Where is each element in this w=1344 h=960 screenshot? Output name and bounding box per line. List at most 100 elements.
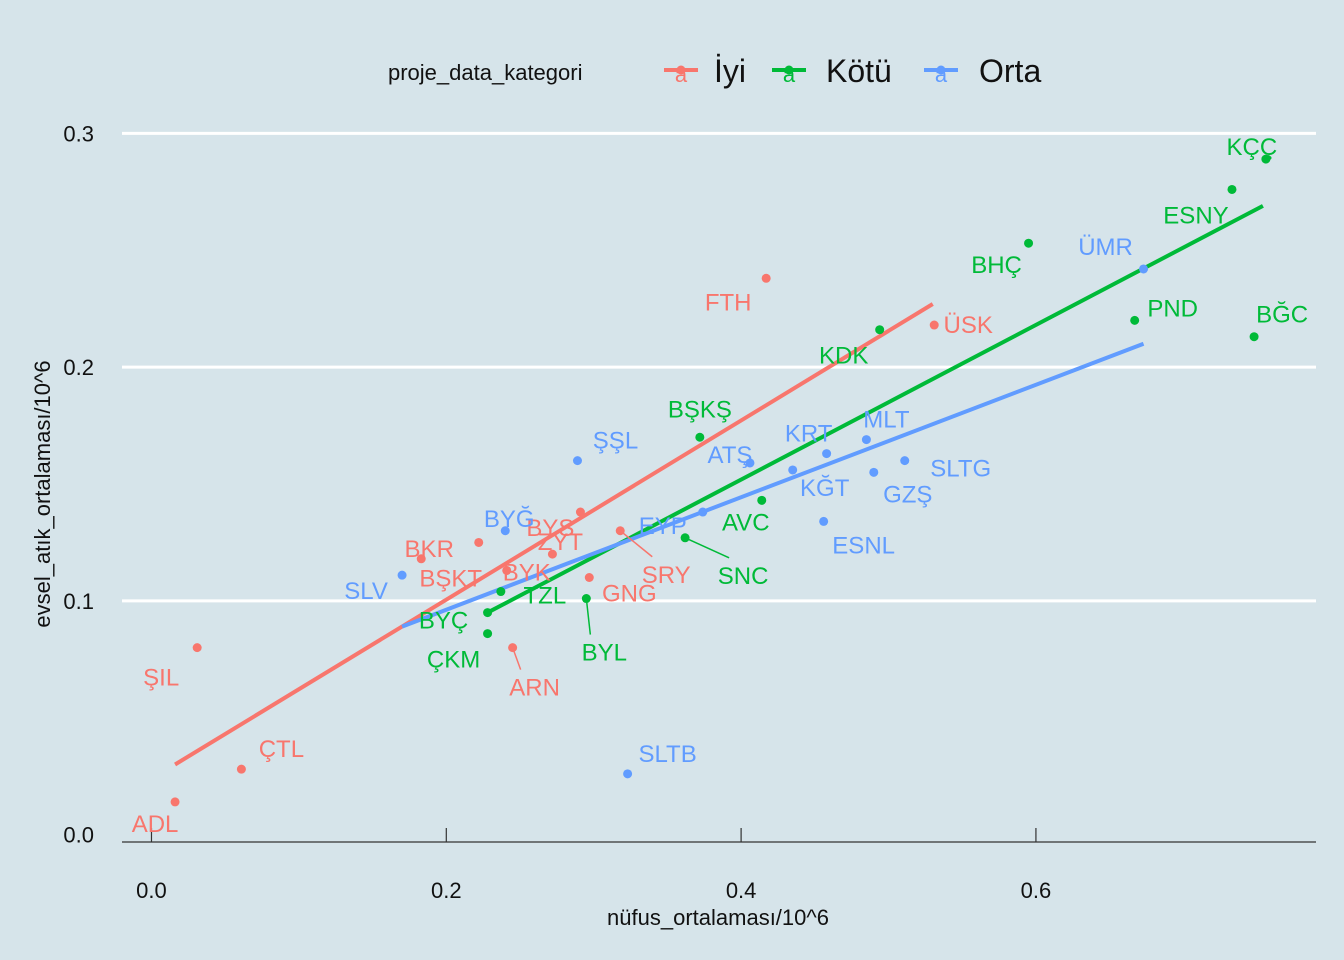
point-label-ŞIL: ŞIL bbox=[143, 665, 179, 692]
point-label-BYS: BYS bbox=[526, 515, 574, 542]
point-label-SLTB: SLTB bbox=[638, 741, 696, 768]
point-label-BŞKT: BŞKT bbox=[419, 565, 482, 592]
legend-key-glyph-Kötü: a bbox=[783, 62, 796, 87]
point-label-KRT: KRT bbox=[785, 421, 833, 448]
point-label-BYÇ: BYÇ bbox=[419, 608, 468, 635]
data-point-BŞKT bbox=[474, 537, 484, 547]
data-point-ESNL bbox=[819, 516, 829, 526]
y-tick-label: 0.1 bbox=[63, 589, 94, 614]
point-label-GZŞ: GZŞ bbox=[883, 481, 932, 508]
point-label-BŞKŞ: BŞKŞ bbox=[668, 396, 732, 423]
legend-label-Kötü: Kötü bbox=[826, 53, 892, 89]
data-point-ŞIL bbox=[192, 643, 202, 653]
legend-label-Orta: Orta bbox=[979, 53, 1041, 89]
trend-line-Orta bbox=[401, 341, 1145, 629]
x-tick-label: 0.2 bbox=[431, 878, 462, 903]
point-label-MLT: MLT bbox=[863, 407, 910, 434]
data-point-BYL bbox=[581, 594, 591, 604]
data-point-SNC bbox=[680, 533, 690, 543]
point-label-SRY: SRY bbox=[642, 562, 691, 589]
y-tick-label: 0.0 bbox=[63, 823, 94, 848]
point-label-ÜSK: ÜSK bbox=[944, 312, 993, 339]
data-point-SRY bbox=[615, 526, 625, 536]
data-point-ATŞ bbox=[745, 458, 755, 468]
trend-lines bbox=[174, 204, 1264, 767]
data-point-BŞKŞ bbox=[695, 432, 705, 442]
data-point-KDK bbox=[875, 325, 885, 335]
legend-title: proje_data_kategori bbox=[388, 60, 582, 85]
data-point-MLT bbox=[861, 435, 871, 445]
data-point-ÜSK bbox=[929, 320, 939, 330]
data-point-ZYT bbox=[547, 549, 557, 559]
point-label-ŞŞL: ŞŞL bbox=[593, 428, 638, 455]
point-label-EYP: EYP bbox=[639, 513, 687, 540]
x-tick-label: 0.0 bbox=[136, 878, 167, 903]
data-point-ADL bbox=[170, 797, 180, 807]
legend-key-point-Kötü bbox=[784, 65, 794, 75]
data-point-BYK bbox=[502, 565, 512, 575]
point-label-ESNY: ESNY bbox=[1163, 202, 1228, 229]
data-point-KĞT bbox=[788, 465, 798, 475]
point-label-BĞC: BĞC bbox=[1256, 302, 1308, 329]
y-tick-label: 0.3 bbox=[63, 121, 94, 146]
point-label-GNG: GNG bbox=[602, 581, 657, 608]
point-label-SLTG: SLTG bbox=[930, 456, 991, 483]
data-point-FTH bbox=[761, 273, 771, 283]
data-point-ARN bbox=[508, 643, 518, 653]
data-points bbox=[170, 154, 1271, 807]
legend: proje_data_kategori a İyi a Kötü a Orta bbox=[388, 53, 1041, 89]
x-axis-title: nüfus_ortalaması/10^6 bbox=[607, 905, 829, 930]
leader-line-SNC bbox=[684, 537, 730, 559]
point-label-KĞT: KĞT bbox=[800, 475, 850, 502]
point-label-BKR: BKR bbox=[405, 536, 454, 563]
data-point-KÇÇ bbox=[1261, 154, 1271, 164]
data-point-SLV bbox=[397, 570, 407, 580]
data-point-BYÇ bbox=[483, 608, 493, 618]
legend-key-glyph-Orta: a bbox=[935, 62, 948, 87]
data-point-AVC bbox=[757, 495, 767, 505]
data-point-PND bbox=[1130, 315, 1140, 325]
point-label-ÇKM: ÇKM bbox=[427, 647, 480, 674]
y-tick-label: 0.2 bbox=[63, 355, 94, 380]
axes: nüfus_ortalaması/10^6 evsel_atık_ortalam… bbox=[30, 121, 1051, 930]
grid-layer bbox=[122, 131, 1316, 843]
point-label-SLV: SLV bbox=[344, 578, 388, 605]
y-axis-title: evsel_atık_ortalaması/10^6 bbox=[30, 360, 55, 627]
point-label-ZYT: ZYT bbox=[538, 529, 584, 556]
point-label-PND: PND bbox=[1147, 295, 1198, 322]
point-label-ÇTL: ÇTL bbox=[259, 736, 304, 763]
point-label-KÇÇ: KÇÇ bbox=[1227, 134, 1278, 161]
point-label-ESNL: ESNL bbox=[832, 532, 895, 559]
point-label-SNC: SNC bbox=[718, 563, 769, 590]
legend-key-point-Orta bbox=[936, 65, 946, 75]
data-point-GNG bbox=[584, 573, 594, 582]
point-label-AVC: AVC bbox=[722, 509, 770, 536]
data-point-ESNY bbox=[1227, 184, 1237, 194]
point-label-BYK: BYK bbox=[503, 559, 551, 586]
data-point-ŞŞL bbox=[572, 456, 582, 466]
legend-key-point-İyi bbox=[676, 65, 686, 75]
data-point-BKR bbox=[416, 554, 426, 564]
data-point-BYĞ bbox=[500, 526, 510, 536]
data-point-EYP bbox=[698, 507, 708, 517]
trend-line-İyi bbox=[174, 302, 934, 767]
data-point-TZL bbox=[496, 587, 506, 597]
leader-line-BYL bbox=[585, 598, 592, 635]
x-tick-label: 0.4 bbox=[726, 878, 757, 903]
point-label-BHÇ: BHÇ bbox=[971, 252, 1022, 279]
data-point-ÇKM bbox=[483, 629, 493, 639]
data-point-ÇTL bbox=[236, 764, 246, 774]
point-label-BYL: BYL bbox=[582, 640, 627, 667]
data-point-BHÇ bbox=[1024, 238, 1034, 248]
x-tick-label: 0.6 bbox=[1021, 878, 1052, 903]
point-label-FTH: FTH bbox=[705, 289, 752, 316]
leader-line-SRY bbox=[619, 530, 653, 558]
point-label-KDK: KDK bbox=[819, 343, 868, 370]
point-label-TZL: TZL bbox=[524, 583, 567, 610]
data-point-GZŞ bbox=[869, 467, 879, 477]
data-point-BĞC bbox=[1249, 332, 1259, 342]
data-point-BYS bbox=[575, 507, 585, 517]
